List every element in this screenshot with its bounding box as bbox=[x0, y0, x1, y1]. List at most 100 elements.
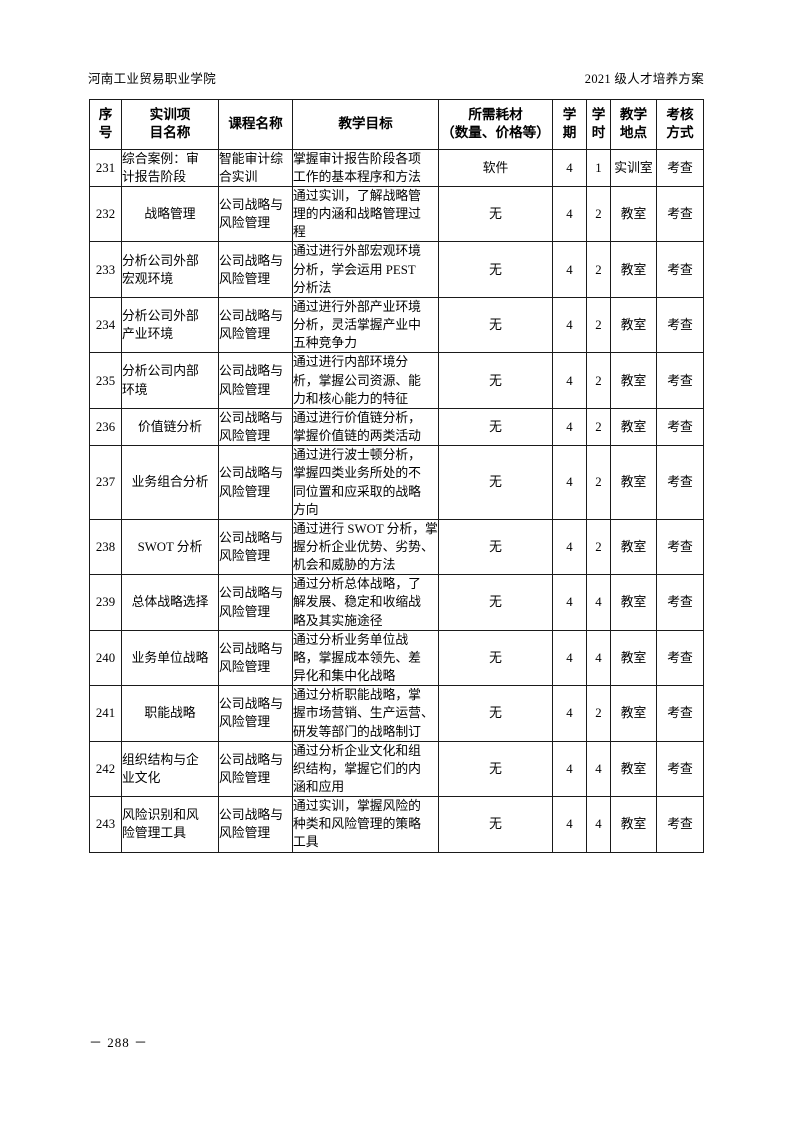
column-header-line: 实训项 bbox=[149, 107, 191, 122]
column-header-hours: 学时 bbox=[586, 99, 611, 150]
cell-teaching-goal-lines: 掌握审计报告阶段各项 工作的基本程序和方法 bbox=[293, 150, 438, 186]
cell-teaching-goal: 通过实训，了解战略管 理的内涵和战略管理过程 bbox=[292, 185, 439, 243]
cell-course-name: 智能审计综 合实训 bbox=[218, 148, 293, 188]
cell-assessment: 考查 bbox=[656, 148, 704, 188]
table-row: 232 战略管理 公司战略与 风险管理 通过实训，了解战略管 理的内涵和战略管理过程无 4 2… bbox=[89, 185, 704, 243]
cell-place: 教室 bbox=[610, 445, 657, 520]
cell-teaching-goal-line: 掌握审计报告阶段各项 bbox=[293, 151, 421, 166]
cell-term: 4 bbox=[552, 185, 587, 243]
table-header-row: 序号 实训项 目名称 课程名称 教学目标 所需耗材 （数量、价格等） 学期 学时 教… bbox=[89, 99, 704, 150]
cell-assessment: 考查 bbox=[656, 685, 704, 742]
cell-term: 4 bbox=[552, 241, 587, 298]
cell-training-item-line: 险管理工具 bbox=[122, 826, 186, 841]
cell-term: 4 bbox=[552, 796, 587, 853]
cell-training-item: 业务单位战略 bbox=[121, 629, 219, 687]
cell-term: 4 bbox=[552, 296, 587, 354]
cell-training-item-lines: 综合案例：审 计报告阶段 bbox=[122, 150, 218, 186]
cell-teaching-goal-line: 通过进行内部环境分 bbox=[293, 355, 409, 370]
cell-course-name-lines: 公司战略与 风险管理 bbox=[219, 695, 292, 731]
cell-training-item-line: 分析公司外部 bbox=[122, 253, 199, 268]
cell-course-name-lines: 公司战略与 风险管理 bbox=[219, 584, 292, 620]
cell-training-item: 风险识别和风 险管理工具 bbox=[121, 796, 219, 853]
cell-training-item-line: 组织结构与企 bbox=[122, 752, 199, 767]
cell-teaching-goal-line: 通过实训，掌握风险的 bbox=[293, 799, 421, 814]
cell-course-name-line: 风险管理 bbox=[219, 327, 271, 342]
cell-teaching-goal: 通过分析总体战略，了 解发展、稳定和收缩战 略及其实施途径 bbox=[292, 574, 439, 631]
cell-place: 教室 bbox=[610, 185, 657, 243]
cell-materials: 无 bbox=[438, 296, 553, 354]
table-row: 237 业务组合分析 公司战略与 风险管理 通过进行波士顿分析， 掌握四类业务所处的不 同位… bbox=[89, 445, 704, 520]
header-institution-name: 河南工业贸易职业学院 bbox=[88, 72, 217, 86]
table-row: 236 价值链分析 公司战略与 风险管理 通过进行价值链分析， 掌握价值链的两类活动无 4 2… bbox=[89, 407, 704, 447]
cell-teaching-goal-line: 通过分析总体战略，了 bbox=[293, 577, 421, 592]
cell-course-name-line: 公司战略与 bbox=[219, 752, 283, 767]
column-header-line: 号 bbox=[98, 125, 113, 141]
cell-materials: 无 bbox=[438, 185, 553, 243]
cell-hours: 2 bbox=[586, 241, 611, 298]
cell-assessment: 考查 bbox=[656, 574, 704, 631]
cell-materials: 无 bbox=[438, 352, 553, 409]
cell-teaching-goal: 通过实训，掌握风险的 种类和风险管理的策略 工具 bbox=[292, 796, 439, 853]
cell-training-item-line: 计报告阶段 bbox=[122, 169, 186, 184]
cell-training-item-line: 业文化 bbox=[122, 770, 161, 785]
cell-training-item-line: SWOT 分析 bbox=[137, 539, 203, 554]
cell-training-item-line: 价值链分析 bbox=[138, 419, 202, 434]
cell-training-item-line: 分析公司内部 bbox=[122, 364, 199, 379]
cell-training-item: 分析公司内部 环境 bbox=[121, 352, 219, 409]
cell-teaching-goal-lines: 通过进行外部宏观环境 分析，学会运用 PEST 分析法 bbox=[293, 242, 438, 296]
cell-course-name: 公司战略与 风险管理 bbox=[218, 740, 293, 798]
running-header: 河南工业贸易职业学院 2021 级人才培养方案 bbox=[88, 68, 704, 87]
column-header-course: 课程名称 bbox=[218, 99, 293, 150]
cell-course-name: 公司战略与 风险管理 bbox=[218, 518, 293, 576]
cell-training-item-lines: 价值链分析 bbox=[122, 418, 218, 436]
cell-training-item-line: 风险识别和风 bbox=[122, 808, 199, 823]
cell-teaching-goal-line: 机会和威胁的方法 bbox=[293, 558, 396, 573]
cell-course-name-line: 公司战略与 bbox=[219, 530, 283, 545]
cell-training-item-line: 业务组合分析 bbox=[131, 475, 209, 490]
cell-training-item-lines: 战略管理 bbox=[122, 205, 218, 223]
cell-hours: 4 bbox=[586, 740, 611, 798]
cell-course-name: 公司战略与 风险管理 bbox=[218, 185, 293, 243]
table-row: 234 分析公司外部 产业环境 公司战略与 风险管理 通过进行外部产业环境 分析，灵活掌握产… bbox=[89, 296, 704, 354]
cell-teaching-goal-line: 研发等部门的战略制订 bbox=[293, 724, 421, 739]
cell-assessment: 考查 bbox=[656, 407, 704, 447]
cell-training-item-lines: 业务组合分析 bbox=[122, 473, 218, 491]
cell-teaching-goal-lines: 通过分析企业文化和组 织结构，掌握它们的内 涵和应用 bbox=[293, 742, 438, 796]
cell-training-item: 价值链分析 bbox=[121, 407, 219, 447]
cell-course-name-line: 风险管理 bbox=[219, 826, 271, 841]
cell-teaching-goal-line: 同位置和应采取的战略 bbox=[293, 484, 421, 499]
cell-term: 4 bbox=[552, 148, 587, 188]
cell-place: 教室 bbox=[610, 629, 657, 687]
cell-teaching-goal-line: 五种竞争力 bbox=[293, 336, 357, 351]
cell-place: 教室 bbox=[610, 796, 657, 853]
cell-teaching-goal-line: 方向 bbox=[293, 502, 319, 517]
column-header-line: 地点 bbox=[619, 125, 648, 141]
cell-place: 教室 bbox=[610, 296, 657, 354]
cell-course-name-line: 公司战略与 bbox=[219, 586, 283, 601]
cell-serial-number: 232 bbox=[89, 185, 122, 243]
cell-assessment: 考查 bbox=[656, 796, 704, 853]
column-header-line: 时 bbox=[591, 125, 606, 141]
cell-teaching-goal-line: 解发展、稳定和收缩战 bbox=[293, 595, 421, 610]
cell-teaching-goal-line: 通过进行外部宏观环境 bbox=[293, 244, 421, 259]
table-row: 231 综合案例：审 计报告阶段 智能审计综 合实训 掌握审计报告阶段各项 工作的基本程序和… bbox=[89, 148, 704, 188]
cell-teaching-goal-line: 掌握四类业务所处的不 bbox=[293, 466, 421, 481]
cell-teaching-goal-lines: 通过进行内部环境分 析，掌握公司资源、能 力和核心能力的特征 bbox=[293, 353, 438, 407]
table-head: 序号 实训项 目名称 课程名称 教学目标 所需耗材 （数量、价格等） 学期 学时 教… bbox=[89, 99, 704, 150]
cell-course-name: 公司战略与 风险管理 bbox=[218, 241, 293, 298]
column-header-assessment: 考核 方式 bbox=[656, 99, 704, 150]
cell-training-item-lines: 分析公司外部 宏观环境 bbox=[122, 252, 218, 288]
cell-teaching-goal: 掌握审计报告阶段各项 工作的基本程序和方法 bbox=[292, 148, 439, 188]
cell-teaching-goal-line: 工作的基本程序和方法 bbox=[293, 169, 421, 184]
cell-place: 教室 bbox=[610, 574, 657, 631]
column-header-line: 学 bbox=[591, 107, 606, 122]
cell-teaching-goal-line: 通过进行价值链分析， bbox=[293, 410, 421, 425]
column-header-line: 考核 bbox=[666, 107, 694, 122]
cell-course-name-line: 公司战略与 bbox=[219, 309, 283, 324]
cell-teaching-goal-lines: 通过实训，了解战略管 理的内涵和战略管理过程 bbox=[293, 187, 438, 241]
cell-course-name: 公司战略与 风险管理 bbox=[218, 574, 293, 631]
cell-hours: 4 bbox=[586, 574, 611, 631]
table-row: 233 分析公司外部 宏观环境 公司战略与 风险管理 通过进行外部宏观环境 分析，学会运用 … bbox=[89, 241, 704, 298]
cell-hours: 2 bbox=[586, 518, 611, 576]
cell-course-name-line: 公司战略与 bbox=[219, 198, 283, 213]
